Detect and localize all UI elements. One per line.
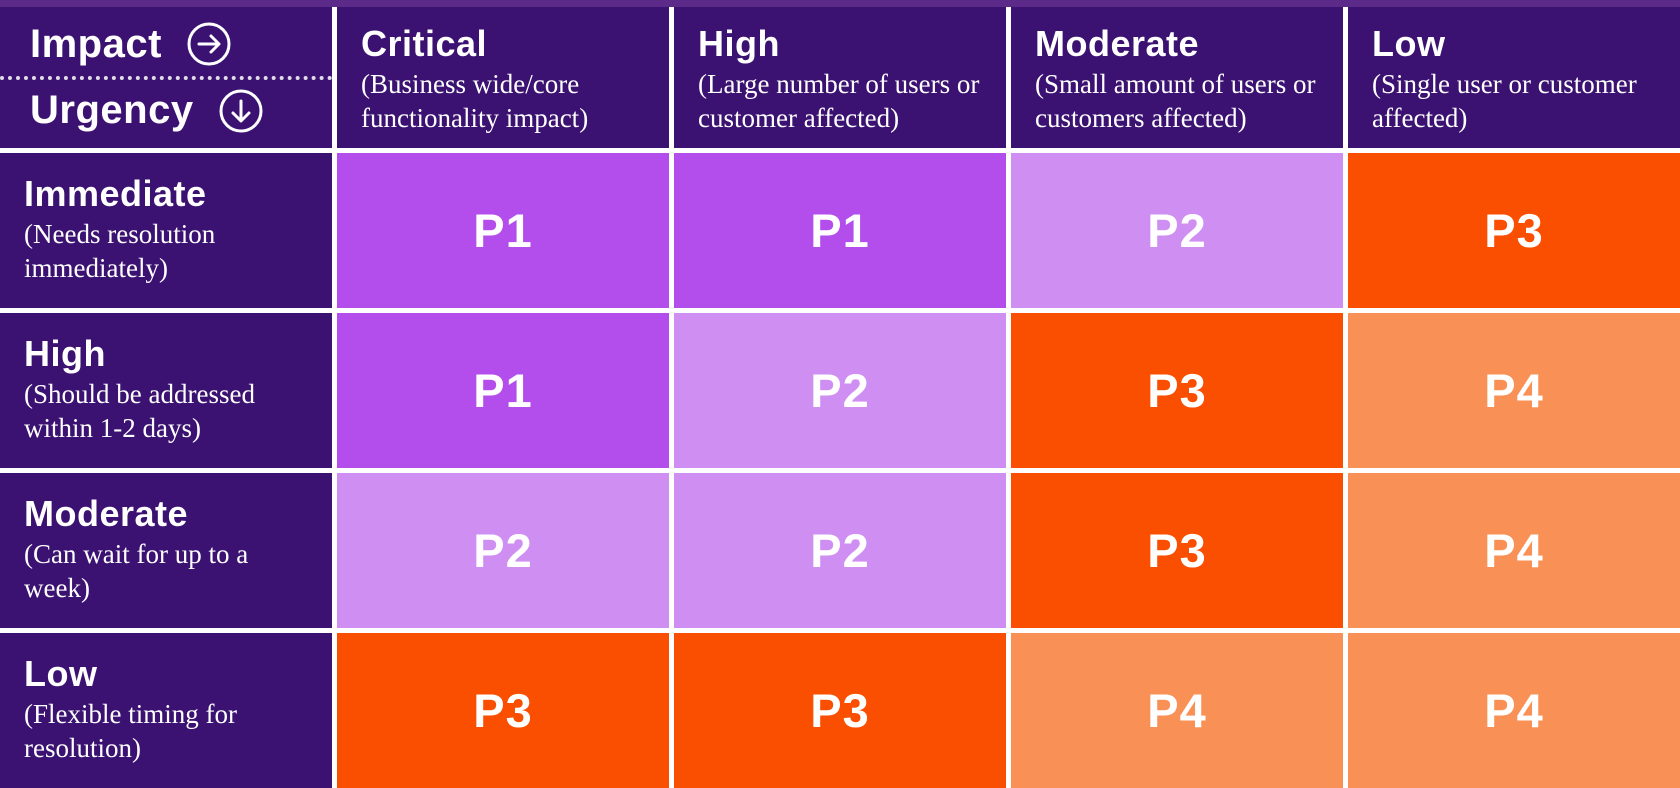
row-header-high: High (Should be addressed within 1-2 day…: [0, 313, 332, 468]
urgency-axis: Urgency: [0, 88, 332, 134]
row-description: (Can wait for up to a week): [24, 539, 249, 603]
row-title: Low: [24, 653, 98, 694]
row-description: (Should be addressed within 1-2 days): [24, 379, 255, 443]
column-description: (Business wide/core functionality impact…: [361, 69, 589, 133]
axes-divider: [0, 75, 332, 80]
matrix-cell-low-low: P4: [1348, 633, 1680, 788]
column-title: High: [698, 23, 780, 64]
arrow-down-circle-icon: [219, 89, 263, 133]
column-description: (Large number of users or customer affec…: [698, 69, 980, 133]
column-title: Moderate: [1035, 23, 1200, 64]
matrix-cell-high-moderate: P3: [1011, 313, 1343, 468]
matrix-cell-moderate-critical: P2: [337, 473, 669, 628]
matrix-cell-immediate-high: P1: [674, 153, 1006, 308]
column-header-critical: Critical (Business wide/core functionali…: [337, 7, 669, 148]
column-title: Critical: [361, 23, 488, 64]
row-title: Immediate: [24, 173, 207, 214]
matrix-cell-high-critical: P1: [337, 313, 669, 468]
row-description: (Flexible timing for resolution): [24, 699, 237, 763]
impact-axis-label: Impact: [30, 21, 162, 66]
row-header-low: Low (Flexible timing for resolution): [0, 633, 332, 788]
urgency-axis-label: Urgency: [30, 88, 194, 133]
axes-corner-cell: Impact Urgency: [0, 7, 332, 148]
matrix-cell-low-critical: P3: [337, 633, 669, 788]
row-header-immediate: Immediate (Needs resolution immediately): [0, 153, 332, 308]
matrix-cell-high-high: P2: [674, 313, 1006, 468]
row-title: Moderate: [24, 493, 189, 534]
arrow-right-circle-icon: [187, 22, 231, 66]
matrix-cell-high-low: P4: [1348, 313, 1680, 468]
row-header-moderate: Moderate (Can wait for up to a week): [0, 473, 332, 628]
column-title: Low: [1372, 23, 1446, 64]
row-title: High: [24, 333, 106, 374]
matrix-cell-moderate-moderate: P3: [1011, 473, 1343, 628]
column-header-moderate: Moderate (Small amount of users or custo…: [1011, 7, 1343, 148]
matrix-cell-low-high: P3: [674, 633, 1006, 788]
matrix-cell-moderate-low: P4: [1348, 473, 1680, 628]
column-description: (Single user or customer affected): [1372, 69, 1637, 133]
row-description: (Needs resolution immediately): [24, 219, 216, 283]
column-header-low: Low (Single user or customer affected): [1348, 7, 1680, 148]
column-header-high: High (Large number of users or customer …: [674, 7, 1006, 148]
matrix-cell-immediate-low: P3: [1348, 153, 1680, 308]
matrix-cell-immediate-moderate: P2: [1011, 153, 1343, 308]
column-description: (Small amount of users or customers affe…: [1035, 69, 1316, 133]
matrix-cell-low-moderate: P4: [1011, 633, 1343, 788]
matrix-cell-immediate-critical: P1: [337, 153, 669, 308]
impact-axis: Impact: [0, 21, 332, 67]
matrix-cell-moderate-high: P2: [674, 473, 1006, 628]
top-accent-strip: [0, 0, 1680, 7]
matrix-grid: Impact Urgency Critical (Business wide/c…: [0, 7, 1680, 788]
